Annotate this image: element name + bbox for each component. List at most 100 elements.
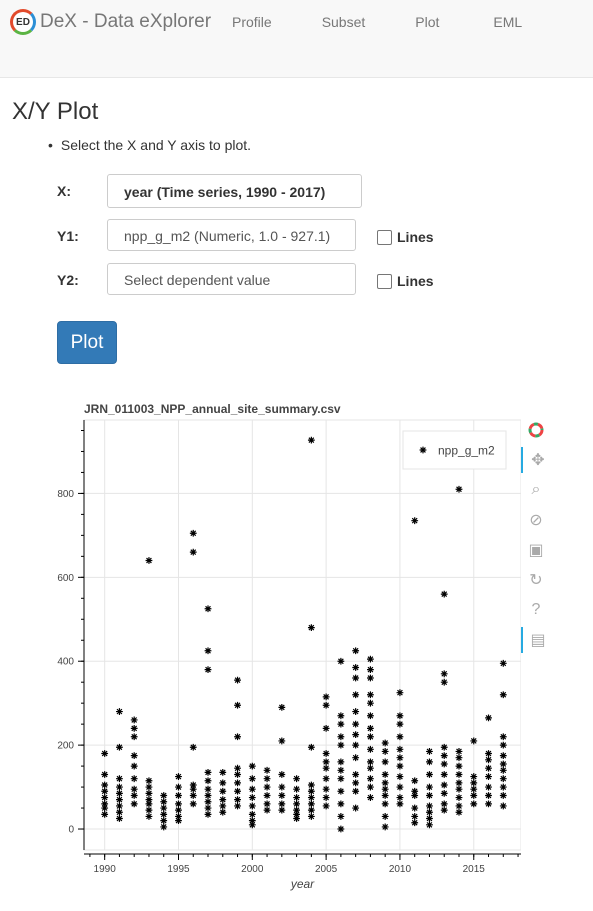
data-point: [455, 785, 463, 793]
data-point: [455, 802, 463, 810]
data-point: [248, 794, 256, 801]
y1-lines-checkbox[interactable]: [377, 229, 392, 245]
app-title[interactable]: DeX - Data eXplorer: [40, 11, 212, 32]
data-point: [130, 733, 138, 741]
data-point: [160, 817, 168, 825]
plot-button[interactable]: Plot: [57, 321, 117, 364]
nav-profile[interactable]: Profile: [232, 14, 272, 30]
data-point: [219, 808, 227, 816]
data-point: [381, 748, 389, 755]
data-point: [426, 758, 433, 766]
y1-select[interactable]: npp_g_m2 (Numeric, 1.0 - 927.1): [107, 219, 356, 251]
data-point: [485, 756, 492, 764]
data-point: [411, 819, 419, 827]
axes: 1990 1995 2000 2005 2010 2015 0 200 400 600 800: [57, 420, 521, 875]
data-point: [455, 771, 463, 778]
data-point: [426, 792, 433, 799]
data-point: [499, 733, 507, 741]
data-point: [219, 779, 227, 787]
data-point: [322, 758, 330, 766]
x-axis-label: year: [290, 877, 315, 891]
data-point: [248, 821, 256, 829]
data-point: [322, 802, 330, 810]
data-points: [101, 436, 507, 833]
data-point: [219, 796, 227, 804]
x-tick-label: 2000: [241, 864, 264, 875]
data-point: [116, 783, 123, 791]
data-point: [499, 741, 507, 749]
bullet-icon: •: [48, 137, 53, 153]
data-point: [234, 701, 241, 709]
data-point: [352, 754, 360, 762]
data-point: [367, 699, 374, 707]
data-point: [234, 733, 241, 741]
nav-subset[interactable]: Subset: [321, 14, 366, 30]
data-point: [337, 813, 345, 820]
x-tick-label: 2010: [389, 864, 412, 875]
nav-eml[interactable]: EML: [493, 14, 523, 30]
data-point: [219, 802, 227, 810]
data-point: [160, 804, 168, 812]
x-select[interactable]: year (Time series, 1990 - 2017): [107, 174, 362, 208]
y1-lines-label[interactable]: Lines: [397, 229, 434, 245]
scatter-chart[interactable]: JRN_011003_NPP_annual_site_summary.csv 1…: [0, 390, 521, 910]
data-point: [440, 806, 448, 814]
nav-plot[interactable]: Plot: [415, 14, 440, 30]
y2-select[interactable]: Select dependent value: [107, 263, 356, 295]
data-point: [293, 775, 300, 783]
data-point: [352, 647, 360, 655]
data-point: [485, 773, 492, 780]
data-point: [440, 781, 448, 789]
box-zoom-icon[interactable]: ⌕: [531, 481, 541, 498]
data-point: [337, 733, 345, 741]
hover-icon[interactable]: ▤: [521, 627, 553, 653]
brand[interactable]: ED DeX - Data eXplorer: [10, 9, 211, 35]
data-point: [145, 806, 153, 814]
data-point: [234, 771, 241, 778]
data-point: [175, 773, 182, 780]
wheel-zoom-icon[interactable]: ⊘: [529, 512, 543, 529]
data-point: [263, 792, 271, 799]
data-point: [322, 785, 330, 793]
data-point: [499, 691, 507, 699]
data-point: [130, 800, 138, 808]
pan-icon[interactable]: ✥: [521, 447, 553, 473]
data-point: [337, 741, 345, 749]
reset-icon[interactable]: ↻: [529, 572, 543, 589]
y2-lines-checkbox[interactable]: [377, 273, 392, 289]
data-point: [396, 733, 404, 741]
data-point: [367, 655, 374, 663]
save-icon[interactable]: ▣: [528, 542, 544, 559]
data-point: [248, 810, 256, 818]
data-point: [352, 664, 360, 671]
data-point: [130, 775, 138, 783]
y2-lines-toggle[interactable]: Lines: [377, 273, 434, 289]
data-point: [204, 798, 212, 806]
y1-label: Y1:: [57, 228, 79, 244]
data-point: [248, 775, 256, 783]
help-icon[interactable]: ?: [531, 601, 541, 618]
data-point: [175, 792, 182, 799]
data-point: [337, 787, 345, 795]
y2-lines-label[interactable]: Lines: [397, 273, 434, 289]
y2-label: Y2:: [57, 272, 79, 288]
data-point: [440, 760, 448, 768]
data-point: [455, 748, 463, 755]
data-point: [204, 792, 212, 799]
data-point: [381, 779, 389, 787]
data-point: [101, 810, 109, 818]
data-point: [322, 764, 330, 772]
data-point: [367, 674, 374, 682]
data-point: [101, 781, 109, 789]
bokeh-logo-icon[interactable]: [521, 417, 551, 443]
data-point: [352, 771, 360, 778]
data-point: [278, 800, 286, 808]
data-point: [175, 813, 182, 820]
data-point: [101, 750, 109, 757]
data-point: [499, 792, 507, 799]
data-point: [411, 777, 419, 785]
data-point: [352, 779, 360, 787]
legend-label: npp_g_m2: [438, 444, 495, 458]
data-point: [101, 804, 109, 812]
y1-lines-toggle[interactable]: Lines: [377, 229, 434, 245]
